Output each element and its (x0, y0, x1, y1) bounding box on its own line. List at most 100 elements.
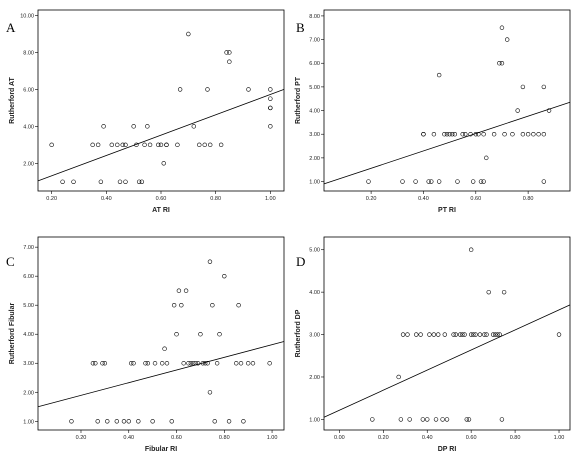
data-point (476, 132, 481, 137)
x-tick-label: 0.40 (101, 196, 112, 202)
data-point (226, 419, 232, 424)
data-point (370, 417, 375, 422)
data-point (156, 142, 161, 148)
data-point (481, 179, 486, 184)
data-point (473, 132, 478, 137)
data-point (250, 361, 256, 366)
data-point (246, 87, 251, 92)
data-point (100, 361, 105, 366)
data-point (109, 142, 115, 148)
data-point (442, 332, 448, 337)
x-tick-label: 0.00 (334, 435, 345, 441)
data-point (405, 332, 410, 337)
data-point (442, 132, 447, 137)
data-point (158, 142, 164, 148)
data-point (145, 361, 151, 366)
data-point (497, 332, 502, 337)
plot-frame (37, 9, 285, 192)
y-axis-title: Rutherford DP (295, 309, 302, 357)
data-point (114, 419, 120, 424)
panel-letter: C (6, 254, 15, 269)
data-point (493, 332, 498, 337)
data-point (486, 289, 491, 295)
data-point (210, 303, 215, 308)
data-point (447, 132, 452, 137)
data-point (414, 332, 419, 337)
data-point (71, 179, 76, 184)
panel-letter: D (296, 254, 305, 269)
y-tick-label: 4.00 (23, 332, 34, 338)
data-point (429, 179, 434, 184)
data-point (217, 332, 222, 337)
data-point (427, 332, 432, 337)
regression-line (323, 304, 571, 418)
data-point (159, 361, 165, 366)
data-point (200, 361, 205, 366)
data-point (473, 332, 478, 337)
data-point (101, 124, 106, 129)
data-point (484, 155, 489, 161)
data-point (142, 142, 147, 148)
data-point (164, 142, 169, 148)
y-tick-label: 5.00 (309, 248, 320, 254)
x-tick-label: 0.80 (210, 196, 221, 202)
data-point (202, 361, 208, 366)
data-point (186, 31, 191, 37)
data-point (268, 96, 273, 101)
chart-panel-b: B 0.20 0.40 0.60 0.80 1.00 2.00 3.00 4.00 5.00 6.0… (295, 9, 571, 214)
data-point (495, 332, 500, 337)
data-point (69, 419, 74, 424)
data-point (457, 332, 463, 337)
data-point (413, 179, 418, 184)
data-point (478, 179, 484, 184)
data-point (525, 132, 531, 137)
data-point (176, 288, 182, 293)
data-point (536, 132, 541, 137)
data-point (504, 37, 510, 42)
data-point (205, 87, 210, 92)
data-point (227, 50, 232, 55)
data-point (440, 417, 445, 422)
data-point (183, 288, 189, 293)
data-point (102, 361, 108, 366)
data-point (491, 132, 497, 137)
data-point (471, 332, 476, 337)
x-tick-label: 0.40 (418, 196, 429, 202)
data-point (425, 417, 430, 422)
x-tick-label: 0.20 (378, 435, 389, 441)
data-point (444, 417, 450, 422)
data-point (520, 84, 526, 90)
data-point (418, 332, 423, 337)
data-point (179, 303, 184, 308)
data-point (241, 419, 246, 424)
x-axis-title: Fibular RI (145, 446, 177, 453)
data-point (198, 332, 203, 337)
panel-letter: A (6, 20, 16, 35)
data-point (98, 179, 104, 184)
data-point (136, 179, 142, 184)
chart-panel-d: D 0.00 0.20 0.40 0.60 0.80 1.00 1.00 2.00 3.00 4.0… (295, 236, 571, 453)
data-point (95, 142, 101, 148)
data-point (145, 124, 150, 129)
x-tick-label: 0.80 (219, 435, 230, 441)
data-point (128, 361, 134, 366)
x-tick-label: 0.80 (510, 435, 521, 441)
y-tick-label: 2.00 (23, 161, 34, 167)
y-tick-label: 8.00 (23, 50, 34, 56)
data-point (123, 142, 128, 148)
data-point (268, 124, 273, 129)
data-point (520, 132, 526, 137)
data-point (171, 303, 177, 308)
data-point (433, 417, 439, 422)
data-point (468, 132, 473, 137)
x-tick-label: 0.80 (523, 196, 534, 202)
data-point (150, 419, 155, 424)
regression-line (323, 101, 571, 185)
data-point (436, 332, 441, 337)
data-point (139, 179, 145, 184)
data-point (556, 332, 562, 337)
data-point (420, 417, 426, 422)
x-tick-label: 0.20 (46, 196, 57, 202)
data-point (268, 105, 273, 111)
y-tick-label: 5.00 (23, 303, 34, 309)
